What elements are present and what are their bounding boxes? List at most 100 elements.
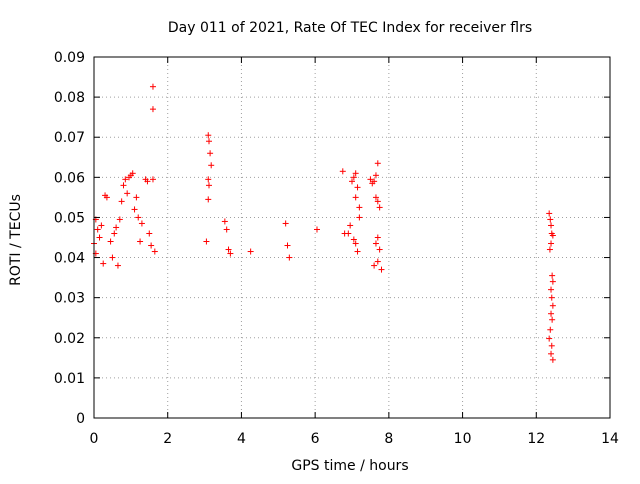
- data-point: [349, 178, 355, 185]
- x-tick-label: 8: [384, 431, 393, 447]
- y-tick-label: 0.02: [54, 331, 85, 347]
- data-point: [133, 194, 140, 201]
- data-point: [205, 138, 212, 145]
- data-point: [374, 160, 381, 167]
- data-point: [149, 106, 156, 113]
- data-point: [549, 232, 556, 239]
- data-point: [149, 83, 156, 90]
- data-point: [352, 240, 359, 247]
- data-points: [91, 83, 556, 363]
- data-point: [146, 230, 153, 237]
- x-tick-label: 10: [454, 431, 472, 447]
- data-point: [116, 216, 123, 223]
- y-tick-label: 0.05: [54, 210, 85, 226]
- data-point: [223, 226, 230, 233]
- data-point: [546, 246, 553, 253]
- y-tick-label: 0.09: [54, 50, 85, 66]
- axis-ticks: [93, 56, 611, 419]
- x-tick-label: 2: [163, 431, 172, 447]
- data-point: [549, 272, 556, 279]
- data-point: [549, 302, 556, 309]
- data-point: [350, 174, 357, 181]
- data-point: [111, 230, 118, 237]
- x-tick-label: 0: [90, 431, 99, 447]
- y-tick-label: 0.08: [54, 90, 85, 106]
- data-point: [347, 222, 354, 229]
- chart-title: Day 011 of 2021, Rate Of TEC Index for r…: [168, 20, 532, 36]
- data-point: [350, 236, 357, 243]
- data-point: [548, 310, 555, 317]
- data-point: [374, 198, 381, 205]
- data-point: [549, 316, 556, 323]
- data-point: [356, 204, 363, 211]
- data-point: [129, 170, 136, 177]
- data-point: [378, 266, 385, 273]
- data-point: [118, 198, 125, 205]
- data-point: [149, 176, 156, 183]
- data-point: [247, 248, 254, 255]
- y-axis-label: ROTI / TECUs: [8, 194, 24, 286]
- plot-frame: [93, 56, 611, 419]
- data-point: [546, 335, 553, 342]
- data-point: [208, 162, 215, 169]
- data-point: [284, 242, 291, 249]
- data-point: [372, 172, 379, 179]
- data-point: [376, 246, 383, 253]
- y-tick-label: 0.04: [54, 251, 85, 267]
- y-tick-labels: 0 0.01 0.02 0.03 0.04 0.05 0.06 0.07 0.08 0.09: [54, 50, 85, 427]
- data-point: [374, 258, 381, 265]
- data-point: [148, 242, 155, 249]
- data-point: [371, 262, 378, 269]
- data-point: [151, 248, 158, 255]
- data-point: [374, 234, 381, 241]
- data-point: [205, 196, 212, 203]
- data-point: [548, 286, 555, 293]
- data-point: [372, 240, 379, 247]
- data-point: [107, 238, 114, 245]
- data-point: [113, 224, 120, 231]
- data-point: [96, 234, 103, 241]
- data-point: [227, 250, 234, 257]
- data-point: [345, 230, 352, 237]
- data-point: [376, 204, 383, 211]
- data-point: [547, 326, 554, 333]
- data-point: [120, 182, 127, 189]
- data-point: [352, 194, 359, 201]
- x-axis-label: GPS time / hours: [291, 458, 408, 474]
- data-point: [138, 220, 145, 227]
- data-point: [131, 206, 138, 213]
- data-point: [94, 226, 101, 233]
- data-point: [205, 182, 212, 189]
- data-point: [372, 194, 379, 201]
- data-point: [109, 254, 116, 261]
- data-point: [313, 226, 320, 233]
- data-point: [547, 216, 554, 223]
- y-tick-label: 0.06: [54, 170, 85, 186]
- data-point: [203, 238, 210, 245]
- data-point: [548, 294, 555, 301]
- y-tick-label: 0.01: [54, 371, 85, 387]
- data-point: [367, 176, 374, 183]
- y-tick-label: 0: [76, 411, 85, 427]
- data-point: [207, 150, 214, 157]
- data-point: [221, 218, 228, 225]
- data-point: [548, 222, 555, 229]
- data-point: [549, 278, 556, 285]
- x-tick-label: 14: [601, 431, 619, 447]
- data-point: [546, 210, 553, 217]
- x-tick-label: 6: [311, 431, 320, 447]
- x-tick-label: 12: [527, 431, 545, 447]
- data-point: [548, 240, 555, 247]
- data-point: [144, 178, 151, 185]
- y-tick-label: 0.03: [54, 291, 85, 307]
- data-point: [100, 260, 107, 267]
- data-point: [225, 246, 232, 253]
- data-point: [114, 262, 121, 269]
- data-point: [356, 214, 363, 221]
- grid: [94, 57, 610, 418]
- data-point: [371, 178, 378, 185]
- data-point: [339, 168, 346, 175]
- data-point: [548, 342, 555, 349]
- data-point: [354, 248, 361, 255]
